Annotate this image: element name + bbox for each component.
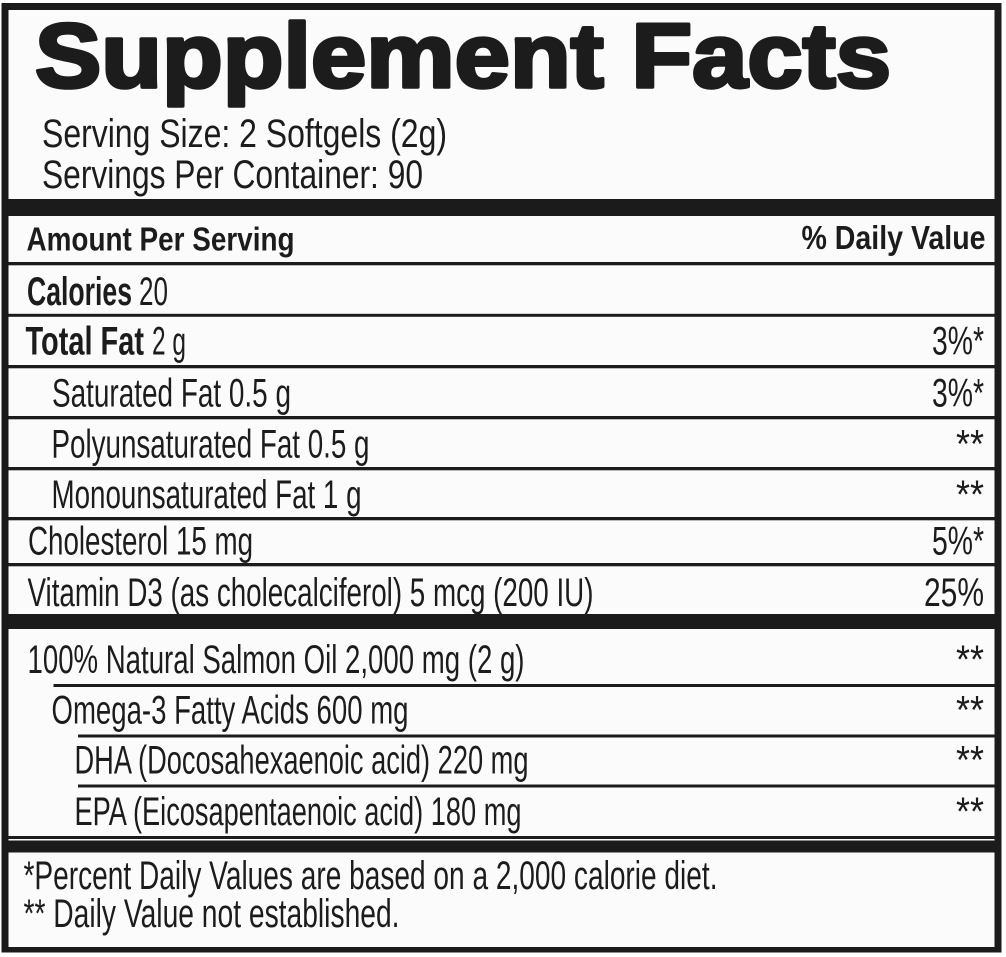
svg-text:Saturated Fat 0.5 g: Saturated Fat 0.5 g	[52, 372, 291, 416]
svg-text:2 g: 2 g	[152, 320, 186, 364]
svg-text:Amount Per Serving: Amount Per Serving	[27, 222, 295, 259]
svg-text:**: **	[956, 739, 984, 783]
svg-text:Calories: Calories	[27, 270, 132, 314]
svg-text:3%*: 3%*	[932, 372, 984, 416]
svg-text:25%: 25%	[924, 571, 984, 615]
svg-text:5%*: 5%*	[932, 520, 984, 564]
svg-text:3%*: 3%*	[932, 320, 984, 364]
svg-text:100% Natural Salmon Oil 2,000: 100% Natural Salmon Oil 2,000 mg (2 g)	[28, 638, 525, 682]
svg-text:*Percent Daily Values are base: *Percent Daily Values are based on a 2,0…	[24, 854, 718, 898]
svg-text:DHA (Docosahexaenoic acid) 220: DHA (Docosahexaenoic acid) 220 mg	[75, 739, 529, 783]
svg-text:EPA (Eicosapentaenoic acid) 18: EPA (Eicosapentaenoic acid) 180 mg	[75, 790, 522, 834]
svg-text:Total Fat: Total Fat	[26, 320, 145, 364]
svg-text:Supplement Facts: Supplement Facts	[35, 6, 891, 107]
svg-text:** Daily Value not established: ** Daily Value not established.	[24, 892, 400, 936]
svg-text:Polyunsaturated Fat 0.5 g: Polyunsaturated Fat 0.5 g	[52, 423, 370, 467]
svg-text:**: **	[956, 689, 984, 733]
svg-text:**: **	[956, 638, 984, 682]
svg-text:Monounsaturated Fat 1 g: Monounsaturated Fat 1 g	[52, 473, 362, 517]
svg-text:% Daily Value: % Daily Value	[802, 220, 986, 257]
svg-text:**: **	[956, 473, 984, 517]
svg-text:Servings Per Container: 90: Servings Per Container: 90	[42, 153, 423, 197]
svg-text:Vitamin D3 (as cholecalciferol: Vitamin D3 (as cholecalciferol) 5 mcg (2…	[28, 571, 594, 615]
svg-text:**: **	[956, 790, 984, 834]
svg-text:**: **	[956, 423, 984, 467]
svg-text:Omega-3 Fatty Acids 600 mg: Omega-3 Fatty Acids 600 mg	[52, 689, 409, 733]
svg-text:Cholesterol 15 mg: Cholesterol 15 mg	[28, 520, 253, 564]
svg-text:Serving Size: 2 Softgels (2g): Serving Size: 2 Softgels (2g)	[42, 112, 447, 156]
svg-text:20: 20	[139, 270, 168, 314]
